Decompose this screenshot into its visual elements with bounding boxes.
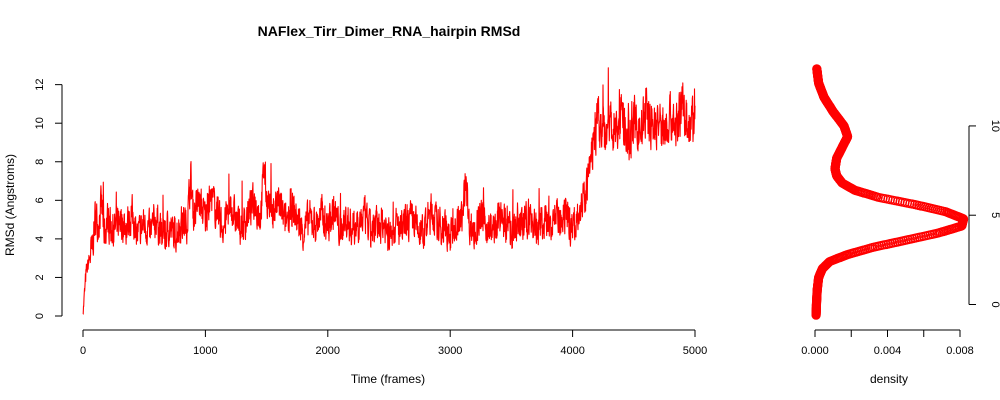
density-y-tick-label: 10 [989,120,1000,132]
main-y-axis-label: RMSd (Angstroms) [3,154,17,256]
density-y-tick-label: 0 [989,301,1000,307]
main-y-tick-label: 0 [34,313,46,319]
chart-title: NAFlex_Tirr_Dimer_RNA_hairpin RMSd [258,23,521,39]
main-x-tick-label: 3000 [438,345,462,357]
main-x-tick-label: 2000 [316,345,340,357]
main-x-tick-label: 0 [80,345,86,357]
density-x-axis-label: density [870,372,908,386]
density-x-ticks: 0.000 0.004 0.008 [801,330,974,357]
main-y-tick-label: 10 [34,117,46,129]
density-point [812,64,822,74]
main-y-tick-label: 8 [34,159,46,165]
main-y-tick-label: 4 [34,236,46,242]
rmsd-series-line [82,67,696,315]
main-y-tick-label: 2 [34,274,46,280]
main-x-tick-label: 1000 [193,345,217,357]
density-y-ticks: 0 5 10 [969,120,1000,308]
density-x-tick-label: 0.004 [874,345,902,357]
main-x-tick-label: 5000 [683,345,707,357]
main-y-ticks: 0 2 4 6 8 10 12 [34,79,62,319]
main-y-tick-label: 12 [34,79,46,91]
main-x-axis-label: Time (frames) [351,372,425,386]
main-x-tick-label: 4000 [560,345,584,357]
density-x-tick-label: 0.000 [801,345,829,357]
main-x-ticks: 0 1000 2000 3000 4000 5000 [80,330,707,357]
density-x-tick-label: 0.008 [946,345,974,357]
density-curve [811,64,969,320]
main-y-tick-label: 6 [34,197,46,203]
density-y-tick-label: 5 [989,212,1000,218]
